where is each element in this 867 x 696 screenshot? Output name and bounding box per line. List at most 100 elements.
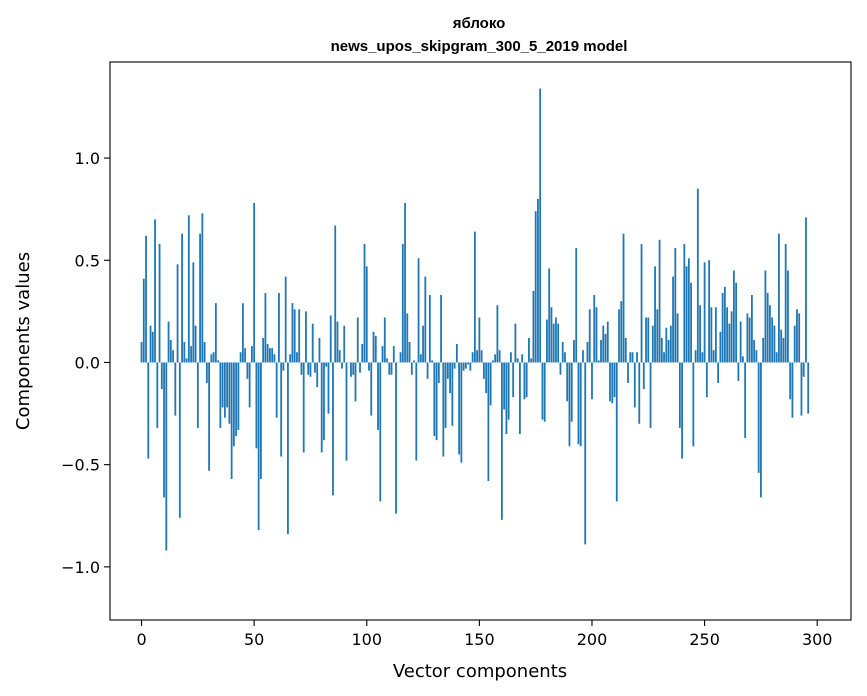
bar-16 [176,264,179,363]
bar-230 [658,239,661,363]
bar-54 [262,337,265,363]
bar-67 [291,303,294,363]
bar-292 [798,313,801,363]
y-tick-label: 1.0 [75,149,100,168]
bar-157 [494,354,497,363]
bar-163 [507,362,510,420]
bar-220 [636,352,638,363]
bar-235 [669,325,672,363]
bar-209 [611,362,614,404]
bar-256 [717,362,720,383]
bar-262 [730,311,733,363]
bar-187 [561,342,564,363]
bar-224 [645,317,647,363]
bar-293 [800,362,803,416]
bar-164 [510,352,512,363]
bar-258 [721,292,724,363]
bar-233 [665,327,668,363]
bar-252 [708,260,711,363]
bar-243 [687,258,690,363]
bar-222 [640,243,643,363]
bar-183 [552,323,555,363]
bar-81 [323,362,325,441]
bar-130 [433,362,436,437]
plot-frame [109,61,852,621]
bar-85 [332,362,334,496]
bar-61 [278,292,280,363]
bar-14 [172,350,174,363]
bar-111 [390,362,393,375]
bar-239 [678,362,681,428]
bar-12 [167,321,170,363]
bar-44 [239,352,242,363]
bar-88 [338,350,341,363]
bar-251 [705,362,708,398]
bar-263 [732,270,735,363]
bar-0 [140,342,143,363]
bar-201 [593,295,596,363]
bar-139 [453,362,456,369]
x-tick-label: 50 [244,630,264,649]
bar-189 [566,362,569,402]
bar-274 [757,362,760,473]
bar-68 [293,309,296,363]
bar-253 [710,307,713,363]
bar-69 [296,352,298,363]
bar-271 [751,295,753,363]
bar-268 [744,362,747,439]
bar-1 [142,278,145,363]
bar-122 [415,362,418,461]
bar-5 [151,331,154,363]
bar-176 [537,198,539,363]
bar-126 [424,276,427,363]
bar-48 [248,362,251,408]
bar-199 [588,309,591,363]
bar-202 [595,307,598,363]
bar-41 [232,362,235,447]
bar-95 [354,362,357,402]
bar-132 [437,362,440,383]
y-axis-ticks: −1.0 −0.5 0.0 0.5 1.0 [61,149,110,577]
bar-279 [769,305,771,363]
bar-136 [446,362,449,379]
bar-257 [719,331,722,363]
bar-82 [325,362,328,367]
bar-218 [631,352,634,363]
bar-182 [550,307,553,363]
bar-135 [444,362,447,428]
bar-269 [746,313,749,363]
bar-123 [417,258,420,363]
bar-151 [480,350,483,363]
bar-255 [714,307,717,363]
bar-65 [287,362,289,535]
bar-247 [696,188,699,363]
bar-238 [676,313,679,363]
bar-170 [523,362,526,400]
bar-276 [762,337,765,363]
bar-28 [203,342,206,363]
bar-155 [489,362,492,406]
bar-169 [521,354,524,363]
bar-208 [609,362,611,402]
bar-165 [512,362,515,398]
bar-25 [196,362,199,428]
bar-134 [442,362,445,457]
bar-217 [629,352,632,363]
bar-100 [365,266,368,363]
bar-119 [408,342,411,363]
bar-98 [361,344,364,363]
bar-108 [383,317,386,363]
bar-285 [782,337,785,363]
bar-57 [269,348,271,363]
bar-221 [638,362,641,424]
bar-226 [649,362,652,428]
bar-52 [257,362,260,531]
bar-210 [613,362,616,398]
bar-13 [169,339,172,363]
bar-74 [307,362,310,375]
bar-159 [498,350,501,363]
bar-166 [514,323,517,363]
bar-290 [793,325,796,363]
y-axis-label: Components values [13,252,34,430]
